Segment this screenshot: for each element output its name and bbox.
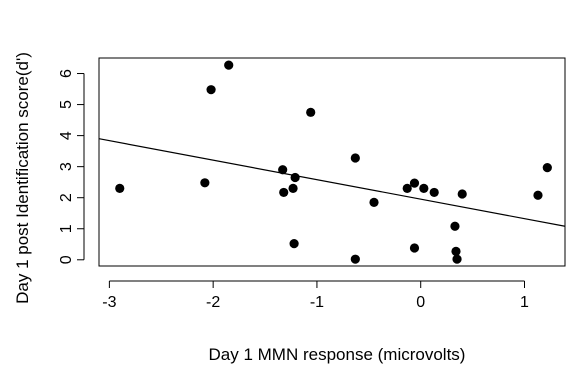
data-point xyxy=(450,221,460,231)
data-point xyxy=(429,187,439,198)
y-tick-label: 3 xyxy=(58,162,75,171)
data-point xyxy=(402,183,412,193)
y-tick-label: 2 xyxy=(58,193,75,202)
x-tick-label: -2 xyxy=(206,294,220,311)
data-point xyxy=(306,107,316,117)
y-axis: 0 1 2 3 4 5 6 xyxy=(58,69,85,264)
data-point xyxy=(452,254,462,264)
data-point xyxy=(350,254,360,264)
data-point xyxy=(288,183,298,193)
data-point xyxy=(457,189,467,199)
data-point xyxy=(542,162,552,173)
x-axis: -3 -2 -1 0 1 xyxy=(102,280,529,311)
data-point xyxy=(115,183,125,193)
x-axis-label: Day 1 MMN response (microvolts) xyxy=(209,345,466,364)
trendline xyxy=(98,138,566,227)
data-point xyxy=(200,178,210,188)
data-point xyxy=(278,165,288,175)
data-point xyxy=(409,243,420,253)
y-axis-label: Day 1 post Identification score(d') xyxy=(13,52,32,304)
y-tick-label: 1 xyxy=(58,224,75,233)
y-tick-label: 5 xyxy=(58,100,75,109)
data-point xyxy=(224,60,234,70)
data-point xyxy=(409,178,420,188)
data-points xyxy=(115,60,552,264)
x-tick-label: -1 xyxy=(310,294,324,311)
data-point xyxy=(206,85,216,95)
data-point xyxy=(350,153,360,163)
x-tick-label: -3 xyxy=(102,294,116,311)
x-tick-label: 0 xyxy=(416,294,425,311)
data-point xyxy=(533,190,543,200)
plot-frame xyxy=(98,57,566,267)
data-point xyxy=(451,246,461,257)
data-point xyxy=(369,197,379,207)
y-tick-label: 4 xyxy=(58,131,75,140)
data-point xyxy=(290,172,300,183)
x-tick-label: 1 xyxy=(520,294,529,311)
data-point xyxy=(419,183,429,193)
data-point xyxy=(289,239,299,249)
data-point xyxy=(279,187,289,198)
y-tick-label: 6 xyxy=(58,69,75,78)
y-tick-label: 0 xyxy=(58,255,75,264)
